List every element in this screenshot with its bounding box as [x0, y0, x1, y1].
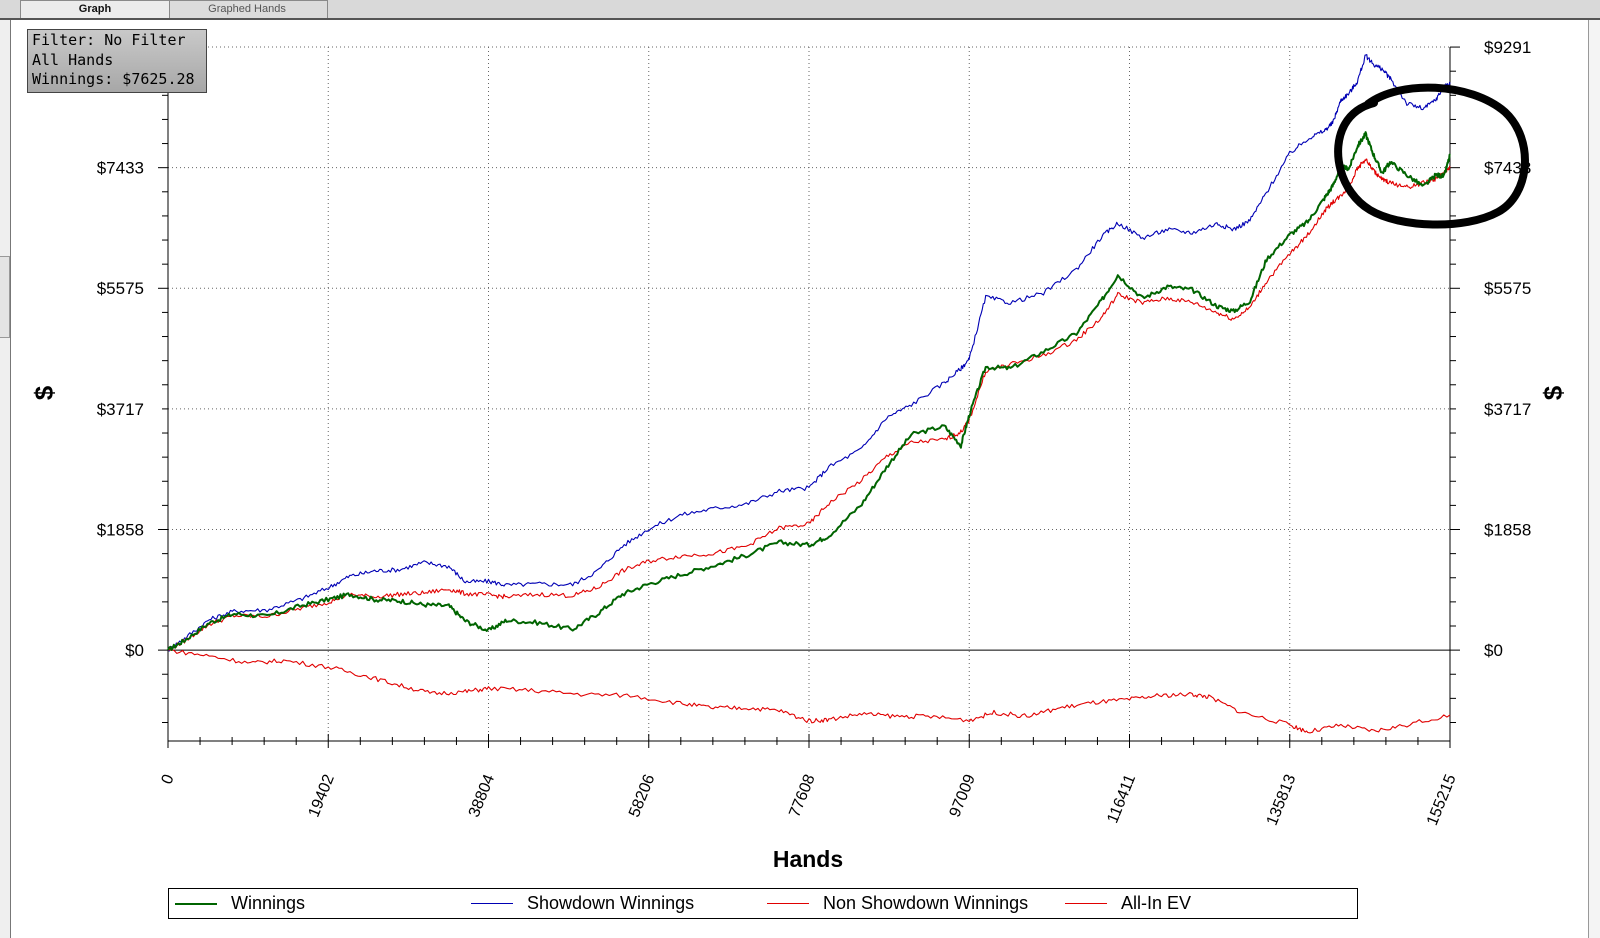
legend-item-non-showdown: Non Showdown Winnings [761, 889, 1028, 918]
legend-label-all-in-ev: All-In EV [1121, 893, 1192, 913]
y-axis-label-right: $ [1538, 385, 1568, 400]
y-tick-label-left: $0 [125, 641, 144, 660]
tab-bar: Graph Graphed Hands [0, 0, 1600, 20]
left-panel-edge [0, 20, 11, 938]
legend-item-all-in-ev: All-In EV [1059, 889, 1191, 918]
x-tick-label: 58206 [626, 772, 658, 820]
chart-legend: Winnings Showdown Winnings Non Showdown … [168, 888, 1358, 919]
filter-text: Filter: No Filter [32, 31, 186, 49]
legend-item-showdown: Showdown Winnings [465, 889, 694, 918]
series-lines [167, 54, 1451, 734]
y-tick-label-right: $3717 [1484, 400, 1531, 419]
filter-info-box: Filter: No Filter All Hands Winnings: $7… [27, 29, 207, 93]
legend-item-winnings: Winnings [169, 889, 305, 918]
y-tick-label-left: $3717 [97, 400, 144, 419]
x-tick-label: 155215 [1424, 772, 1460, 828]
tick-marks [158, 46, 1460, 748]
legend-label-non-showdown: Non Showdown Winnings [823, 893, 1029, 913]
y-tick-label-right: $5575 [1484, 279, 1531, 298]
hands-text: All Hands [32, 50, 114, 69]
x-tick-label: 0 [159, 772, 178, 787]
y-tick-label-right: $9291 [1484, 38, 1531, 57]
x-tick-label: 38804 [466, 772, 498, 820]
grid-lines [168, 46, 1450, 741]
x-tick-label: 19402 [306, 772, 338, 820]
right-panel-edge [1588, 20, 1600, 938]
x-tick-label: 77608 [786, 772, 818, 820]
legend-swatch-showdown [471, 903, 513, 904]
legend-swatch-non-showdown [767, 903, 809, 904]
x-axis-label: Hands [773, 846, 843, 872]
y-tick-label-left: $1858 [97, 521, 144, 540]
splitter-handle[interactable] [0, 256, 10, 338]
x-tick-label: 97009 [947, 772, 979, 820]
tab-graphed-hands[interactable]: Graphed Hands [166, 0, 328, 18]
x-tick-label: 116411 [1104, 772, 1139, 826]
series-line-non-showdown-winnings [168, 158, 1451, 651]
tab-graph[interactable]: Graph [20, 0, 170, 18]
y-tick-label-left: $7433 [97, 159, 144, 178]
x-tick-label: 135813 [1264, 772, 1300, 828]
winnings-text: Winnings: $7625.28 [32, 70, 195, 88]
y-tick-label-right: $7433 [1484, 159, 1531, 178]
y-tick-label-right: $1858 [1484, 521, 1531, 540]
series-line-winnings [167, 131, 1451, 651]
y-axis-label-left: $ [29, 385, 59, 400]
annotation-layer [1334, 83, 1529, 229]
legend-label-showdown: Showdown Winnings [527, 893, 695, 913]
y-tick-label-right: $0 [1484, 641, 1503, 660]
series-line-all-in-ev [168, 649, 1451, 734]
series-line-showdown-winnings [167, 54, 1451, 652]
annotation-circle [1334, 83, 1529, 229]
y-tick-label-left: $5575 [97, 279, 144, 298]
legend-swatch-winnings [175, 902, 217, 905]
legend-swatch-all-in-ev [1065, 903, 1107, 904]
legend-label-winnings: Winnings [231, 893, 306, 913]
tick-labels: $0 $0 $1858 $1858 $3717 $3717 $5575 $5575 $7433 $… [97, 38, 1532, 828]
